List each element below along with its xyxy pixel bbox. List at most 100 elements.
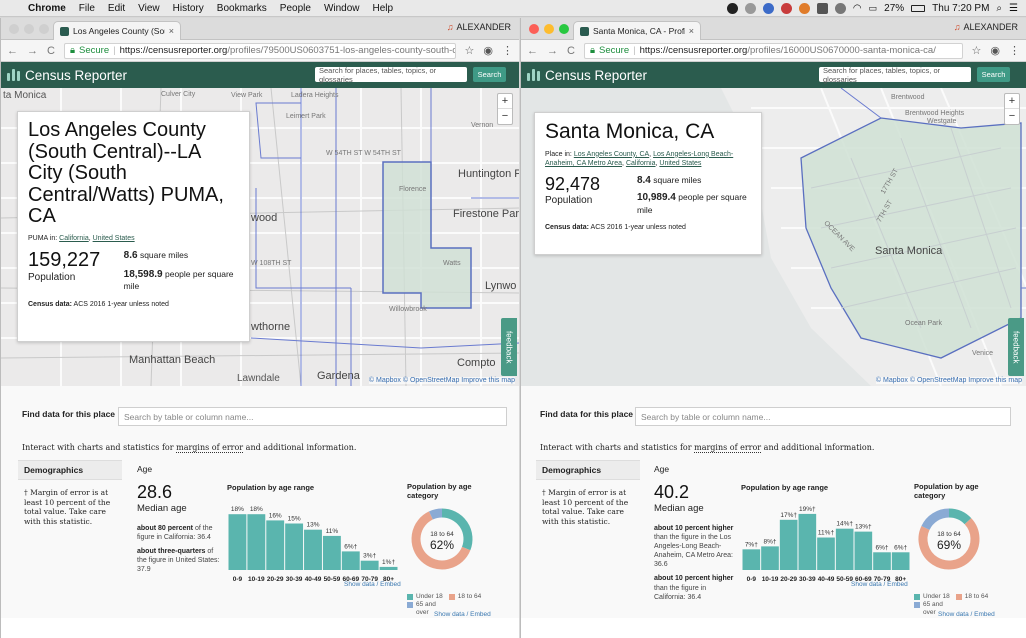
show-data-link-2[interactable]: Show data / Embed	[434, 611, 491, 618]
show-data-link[interactable]: Show data / Embed	[851, 581, 908, 588]
age-range-title: Population by age range	[227, 483, 315, 492]
battery-icon[interactable]	[911, 5, 926, 12]
age-range-chart[interactable]: Population by age range 7%† 0-9 8%† 10-19 17…	[741, 483, 911, 584]
density-value: 18,598.9	[123, 268, 163, 280]
zoom-window-button[interactable]	[559, 24, 569, 34]
browser-tab[interactable]: Los Angeles County (South C ×	[53, 21, 181, 40]
feedback-tab[interactable]: feedback	[501, 318, 517, 376]
map-attribution[interactable]: © Mapbox © OpenStreetMap Improve this ma…	[875, 377, 1022, 384]
battery-percent[interactable]: 27%	[884, 3, 905, 14]
extension-icon[interactable]: ◉	[483, 45, 493, 57]
extension-icon[interactable]: ◉	[990, 45, 1000, 57]
map-label-lawndale: Lawndale	[237, 373, 280, 384]
menu-dots-icon[interactable]: ⋮	[1009, 45, 1020, 57]
placein-link-california[interactable]: California	[59, 234, 89, 242]
site-search-button[interactable]: Search	[473, 67, 506, 82]
age-column: Age 40.2 Median age about 10 percent hig…	[654, 464, 736, 602]
back-icon[interactable]: ←	[7, 44, 18, 57]
age-category-chart[interactable]: Population by age category 18 to 64 69%	[914, 482, 1004, 574]
menu-bookmarks[interactable]: Bookmarks	[216, 2, 267, 14]
status-circle-icon[interactable]	[726, 3, 738, 14]
menu-file[interactable]: File	[78, 2, 95, 14]
find-data-input[interactable]: Search by table or column name...	[635, 407, 1011, 426]
placein-link-california[interactable]: California	[625, 159, 656, 167]
profile-button[interactable]: ♫ ALEXANDER	[447, 22, 511, 32]
menu-help[interactable]: Help	[372, 2, 394, 14]
notification-center-icon[interactable]: ☰	[1009, 3, 1018, 14]
median-age-label: Median age	[654, 503, 704, 514]
bookmark-star-icon[interactable]: ☆	[464, 45, 475, 57]
menu-app[interactable]: Chrome	[28, 2, 66, 14]
forward-icon[interactable]: →	[27, 44, 38, 57]
moe-link[interactable]: margins of error	[694, 443, 762, 453]
age-bar	[817, 537, 835, 570]
placein-link-la-county[interactable]: Los Angeles County, CA	[573, 150, 650, 158]
show-data-link[interactable]: Show data / Embed	[344, 581, 401, 588]
menu-history[interactable]: History	[172, 2, 204, 14]
age-bar	[304, 529, 322, 570]
feedback-tab[interactable]: feedback	[1008, 318, 1024, 376]
logo-bars-icon	[7, 69, 20, 81]
placein-link-metro[interactable]: Los Angeles-Long Beach-Anaheim, CA Metro…	[545, 150, 734, 167]
age-category-chart[interactable]: Population by age category 18 to 64 62%	[407, 482, 497, 574]
zoom-in-button[interactable]: +	[1005, 94, 1019, 109]
bookmark-star-icon[interactable]: ☆	[971, 45, 982, 57]
spotlight-icon[interactable]: ⌕	[996, 3, 1003, 14]
zoom-in-button[interactable]: +	[498, 94, 512, 109]
age-range-chart[interactable]: Population by age range 18% 0-9 18% 10-19 16…	[227, 483, 399, 584]
site-logo[interactable]: Census Reporter	[527, 68, 647, 83]
bar-value-label: 1%†	[382, 559, 395, 566]
forward-icon[interactable]: →	[547, 44, 558, 57]
zoom-out-button[interactable]: −	[1008, 110, 1016, 122]
status-clock-icon[interactable]	[744, 3, 756, 14]
browser-tab[interactable]: Santa Monica, CA - Profile dat ×	[573, 21, 701, 40]
site-name: Census Reporter	[545, 67, 648, 83]
legend-18to64: 18 to 64	[448, 593, 481, 601]
app-status-icon[interactable]	[780, 3, 792, 14]
reload-icon[interactable]: C	[567, 44, 575, 57]
back-icon[interactable]: ←	[527, 44, 538, 57]
zoom-window-button[interactable]	[39, 24, 49, 34]
menu-people[interactable]: People	[279, 2, 311, 14]
menu-dots-icon[interactable]: ⋮	[502, 45, 513, 57]
moe-link[interactable]: margins of error	[176, 443, 244, 453]
map-attribution[interactable]: © Mapbox © OpenStreetMap Improve this ma…	[368, 377, 515, 384]
clock[interactable]: Thu 7:20 PM	[932, 3, 990, 14]
menu-edit[interactable]: Edit	[107, 2, 126, 14]
bar-category-label: 10-19	[762, 576, 779, 583]
menu-window[interactable]: Window	[323, 2, 360, 14]
dropbox-icon[interactable]	[762, 3, 774, 14]
close-window-button[interactable]	[529, 24, 539, 34]
reload-icon[interactable]: C	[47, 44, 55, 57]
show-data-link-2[interactable]: Show data / Embed	[938, 611, 995, 618]
minimize-window-button[interactable]	[24, 24, 34, 34]
place-title: Los Angeles County (South Central)--LA C…	[28, 119, 224, 228]
chrome-status-icon[interactable]	[798, 3, 810, 14]
age-bar	[379, 566, 398, 570]
time-machine-icon[interactable]	[834, 3, 846, 14]
menu-view[interactable]: View	[138, 2, 160, 14]
site-search-input[interactable]: Search for places, tables, topics, or gl…	[819, 66, 971, 84]
age-bar	[761, 546, 779, 570]
url-field[interactable]: 🔒︎ Secure | https://censusreporter.org /…	[583, 42, 963, 59]
wifi-icon[interactable]: ◠	[852, 3, 862, 14]
tab-close-icon[interactable]: ×	[168, 26, 174, 36]
placein-link-us[interactable]: United States	[92, 234, 135, 242]
donut-center-value: 69%	[937, 538, 961, 552]
site-search-button[interactable]: Search	[977, 67, 1010, 82]
median-comparison-1: about 10 percent higher than the figure …	[654, 525, 734, 569]
url-field[interactable]: 🔒︎ Secure | https://censusreporter.org /…	[63, 42, 456, 59]
map[interactable]: ta Monica Culver City View Park Ladera H…	[1, 88, 519, 386]
placein-link-us[interactable]: United States	[659, 159, 702, 167]
tab-close-icon[interactable]: ×	[688, 26, 694, 36]
map[interactable]: Brentwood Brentwood Heights Westgate San…	[521, 88, 1026, 386]
profile-button[interactable]: ♫ ALEXANDER	[954, 22, 1018, 32]
airplay-icon[interactable]: ▭	[868, 3, 878, 13]
find-data-input[interactable]: Search by table or column name...	[118, 407, 507, 426]
site-logo[interactable]: Census Reporter	[7, 68, 127, 83]
minimize-window-button[interactable]	[544, 24, 554, 34]
display-icon[interactable]	[816, 3, 828, 14]
close-window-button[interactable]	[9, 24, 19, 34]
site-search-input[interactable]: Search for places, tables, topics, or gl…	[315, 66, 467, 84]
zoom-out-button[interactable]: −	[501, 110, 509, 122]
